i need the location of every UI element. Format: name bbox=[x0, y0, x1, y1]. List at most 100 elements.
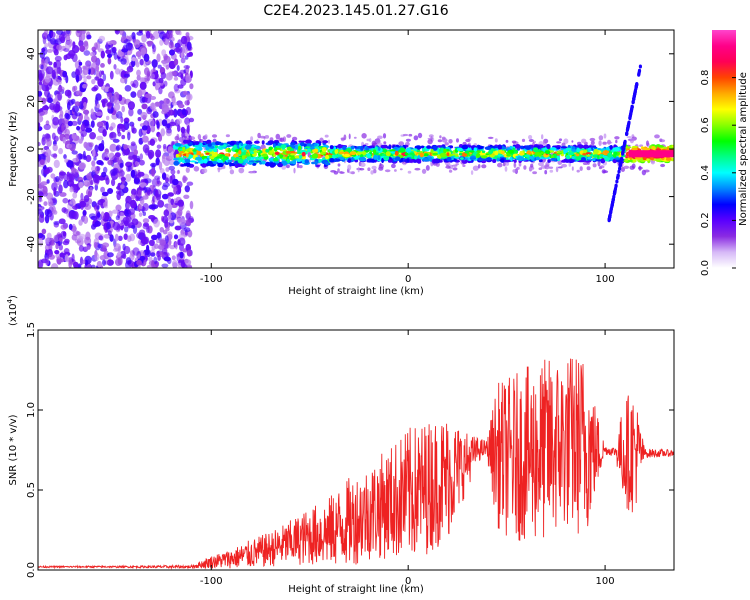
heatmap-cell bbox=[124, 226, 129, 233]
heatmap-cell bbox=[384, 169, 391, 173]
heatmap-cell bbox=[512, 169, 517, 173]
heatmap-cell bbox=[61, 207, 67, 213]
heatmap-cell bbox=[446, 156, 452, 162]
heatmap-cell bbox=[56, 30, 64, 35]
heatmap-cell bbox=[473, 147, 477, 152]
heatmap-cell bbox=[505, 162, 510, 166]
heatmap-cell bbox=[119, 250, 126, 259]
heatmap-cell bbox=[432, 152, 438, 156]
heatmap-cell bbox=[38, 198, 43, 203]
heatmap-cell bbox=[180, 126, 186, 134]
heatmap-cell bbox=[116, 125, 121, 134]
heatmap-cell bbox=[296, 162, 300, 169]
heatmap-cell bbox=[44, 58, 48, 67]
heatmap-cell bbox=[523, 165, 527, 170]
heatmap-cell bbox=[131, 59, 136, 68]
heatmap-cell bbox=[157, 200, 165, 208]
heatmap-cell bbox=[614, 183, 618, 188]
snr-frame bbox=[37, 329, 675, 571]
heatmap-cell bbox=[601, 158, 606, 163]
heatmap-cell bbox=[502, 162, 506, 167]
heatmap-cell bbox=[127, 131, 131, 141]
heatmap-cell bbox=[78, 219, 83, 226]
heatmap-cell bbox=[128, 108, 134, 117]
snr-y-ticks: 0.0 0.5 1.0 1.5 bbox=[26, 322, 674, 578]
heatmap-cell bbox=[277, 163, 283, 168]
heatmap-cell bbox=[47, 92, 51, 102]
heatmap-cell bbox=[115, 68, 121, 75]
heatmap-cell bbox=[158, 77, 164, 84]
heatmap-cell bbox=[470, 170, 474, 175]
heatmap-cell bbox=[121, 105, 125, 113]
heatmap-cell bbox=[139, 58, 144, 66]
heatmap-cell bbox=[190, 160, 197, 163]
heatmap-cell bbox=[38, 114, 44, 123]
heatmap-cell bbox=[162, 33, 168, 39]
heatmap-cell bbox=[91, 165, 97, 172]
heatmap-cell bbox=[152, 111, 159, 118]
heatmap-cell bbox=[96, 103, 100, 109]
heatmap-cell bbox=[59, 110, 64, 117]
heatmap-cell bbox=[215, 141, 220, 146]
heatmap-cell bbox=[44, 42, 49, 48]
heatmap-cell bbox=[238, 167, 245, 174]
heatmap-cell bbox=[406, 158, 410, 163]
heatmap-cell bbox=[524, 158, 528, 161]
heatmap-cell bbox=[461, 152, 468, 157]
heatmap-cell bbox=[342, 145, 347, 150]
heatmap-cell bbox=[176, 65, 180, 72]
heatmap-cell bbox=[325, 154, 330, 160]
heatmap-cell bbox=[313, 143, 318, 147]
heatmap-cell bbox=[83, 180, 88, 186]
heatmap-cell bbox=[128, 35, 133, 42]
heatmap-cell bbox=[136, 31, 144, 36]
heatmap-cell bbox=[334, 149, 339, 155]
heatmap-cell bbox=[371, 165, 377, 170]
heatmap-cell bbox=[75, 30, 83, 38]
heatmap-cell bbox=[188, 117, 195, 123]
heatmap-cell bbox=[167, 213, 172, 220]
heatmap-cell bbox=[103, 166, 108, 174]
heatmap-cell bbox=[315, 164, 321, 167]
heatmap-cell bbox=[211, 134, 218, 138]
colorbar-tick-label: 0.0 bbox=[700, 260, 711, 276]
heatmap-cell bbox=[126, 65, 134, 73]
heatmap-cell bbox=[149, 102, 157, 110]
heatmap-cell bbox=[174, 47, 181, 53]
heatmap-cell bbox=[201, 155, 208, 158]
heatmap-cell bbox=[360, 162, 366, 167]
heatmap-cell bbox=[172, 198, 179, 204]
heatmap-cell bbox=[201, 163, 207, 168]
heatmap-cell bbox=[44, 237, 51, 243]
heatmap-cell bbox=[130, 169, 136, 178]
heatmap-cell bbox=[125, 42, 133, 51]
heatmap-cell bbox=[293, 167, 296, 174]
heatmap-cell bbox=[183, 194, 190, 199]
heatmap-cell bbox=[173, 108, 178, 118]
heatmap-cell bbox=[272, 157, 279, 162]
y-tick-label: 20 bbox=[26, 95, 37, 108]
heatmap-cell bbox=[432, 158, 440, 164]
heatmap-cell bbox=[629, 138, 635, 144]
heatmap-cell bbox=[72, 205, 79, 210]
heatmap-cell bbox=[357, 166, 360, 173]
heatmap-cell bbox=[516, 156, 524, 162]
heatmap-cell bbox=[64, 238, 70, 244]
heatmap-cell bbox=[347, 164, 352, 171]
heatmap-cell bbox=[606, 141, 613, 144]
heatmap-cell bbox=[90, 120, 95, 128]
heatmap-cell bbox=[368, 145, 373, 149]
heatmap-cell bbox=[185, 243, 192, 252]
heatmap-cell bbox=[261, 140, 265, 145]
heatmap-cell bbox=[285, 150, 291, 154]
heatmap-cell bbox=[111, 209, 119, 214]
heatmap-cell bbox=[136, 74, 141, 81]
heatmap-cell bbox=[629, 110, 633, 115]
heatmap-cell bbox=[75, 74, 80, 83]
heatmap-cell bbox=[480, 155, 488, 159]
heatmap-cell bbox=[225, 134, 230, 138]
heatmap-cell bbox=[38, 109, 42, 114]
heatmap-cell bbox=[506, 147, 511, 150]
heatmap-cell bbox=[505, 139, 509, 143]
heatmap-cell bbox=[168, 91, 175, 99]
